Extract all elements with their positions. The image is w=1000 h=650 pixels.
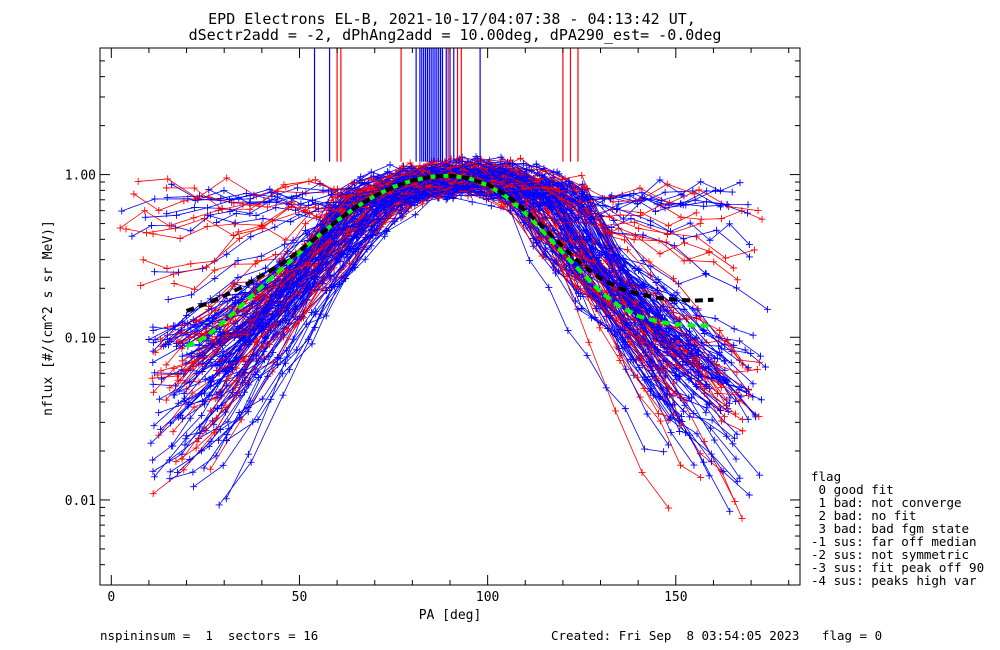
flux-traces — [116, 153, 772, 522]
flag-legend-item: 1 bad: not converge — [811, 495, 962, 510]
vertical-markers — [313, 48, 579, 162]
flag-legend-item: -4 sus: peaks high var — [811, 573, 977, 588]
chart-title-line1: EPD Electrons EL-B, 2021-10-17/04:07:38 … — [208, 10, 696, 28]
footer-right: Created: Fri Sep 8 03:54:05 2023 flag = … — [551, 628, 882, 643]
x-tick-label: 150 — [664, 590, 687, 605]
flux-trace-red — [116, 170, 738, 272]
flux-trace-blue — [150, 168, 724, 481]
x-axis-label: PA [deg] — [419, 608, 482, 623]
footer-left: nspininsum = 1 sectors = 16 — [100, 628, 318, 643]
flag-legend-item: -3 sus: fit peak off 90 — [811, 560, 984, 575]
flux-trace-red — [174, 168, 746, 522]
flag-legend: flag 0 good fit 1 bad: not converge 2 ba… — [811, 469, 984, 588]
trace-line — [138, 161, 759, 212]
trace-line — [189, 177, 663, 344]
x-axis: 0 50 100 150 — [107, 48, 790, 605]
trace-line — [201, 163, 754, 452]
flag-legend-item: 0 good fit — [811, 482, 894, 497]
fit-curve-black — [185, 173, 714, 313]
fit-curves — [185, 173, 714, 349]
fit-curve-green — [185, 173, 714, 349]
flux-trace-red — [212, 181, 673, 512]
flux-trace-blue — [164, 177, 731, 304]
chart-title-line2: dSectr2add = -2, dPhAng2add = 10.00deg, … — [189, 26, 722, 44]
trace-markers — [213, 170, 753, 249]
trace-markers — [200, 191, 668, 456]
flux-trace-blue — [205, 168, 752, 223]
trace-markers — [205, 168, 752, 223]
flag-legend-item: 3 bad: bad fgm state — [811, 521, 969, 536]
flag-legend-item: -1 sus: far off median — [811, 534, 977, 549]
flux-trace-blue — [213, 169, 765, 370]
trace-markers — [156, 160, 672, 424]
y-tick-label: 1.00 — [65, 169, 96, 184]
y-axis: 0.01 0.10 1.00 — [65, 47, 800, 586]
trace-markers — [151, 157, 684, 425]
trace-markers — [164, 177, 731, 304]
trace-line — [160, 163, 669, 421]
trace-line — [216, 184, 669, 509]
flux-trace-red — [156, 160, 672, 424]
x-tick-label: 0 — [107, 590, 115, 605]
y-tick-label: 0.10 — [65, 331, 96, 346]
trace-markers — [174, 168, 746, 522]
flux-trace-blue — [196, 167, 713, 480]
y-tick-label: 0.01 — [65, 494, 96, 509]
flag-legend-item: -2 sus: not symmetric — [811, 547, 969, 562]
trace-markers — [213, 169, 765, 370]
flag-legend-item: 2 bad: no fit — [811, 508, 916, 523]
x-tick-label: 50 — [292, 590, 308, 605]
y-axis-label: nflux [#/(cm^2 s sr MeV)] — [41, 220, 56, 416]
trace-line — [119, 173, 734, 269]
x-tick-label: 100 — [476, 590, 499, 605]
flag-legend-title: flag — [811, 469, 841, 484]
trace-markers — [116, 170, 738, 272]
flux-trace-red — [134, 158, 762, 215]
flux-trace-red — [222, 159, 761, 376]
